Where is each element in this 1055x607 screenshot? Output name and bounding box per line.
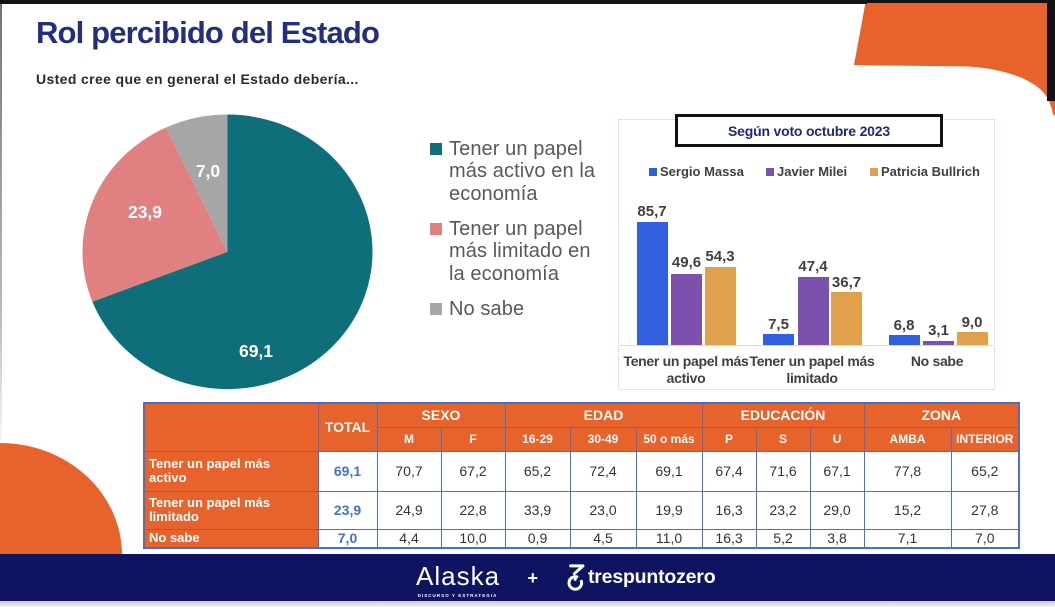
svg-text:23,9: 23,9 [128, 202, 162, 222]
svg-text:7,0: 7,0 [196, 161, 221, 181]
svg-text:69,1: 69,1 [239, 341, 273, 361]
